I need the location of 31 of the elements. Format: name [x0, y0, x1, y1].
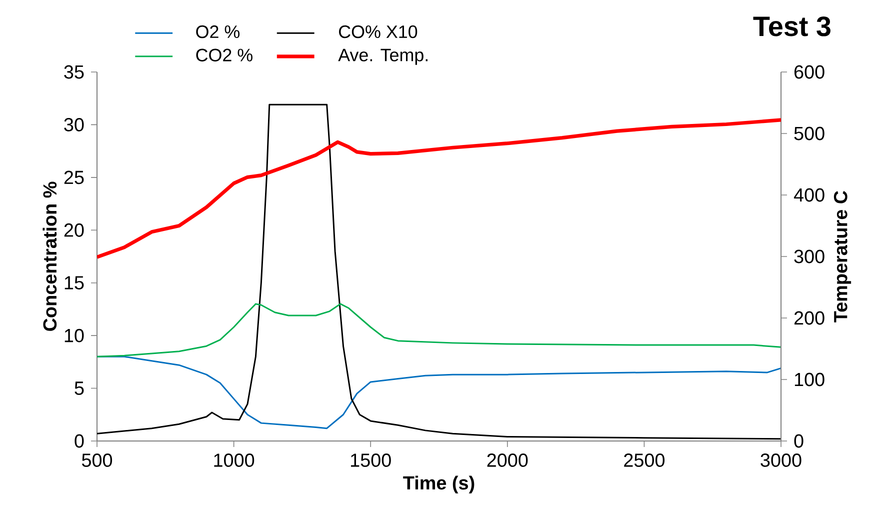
y-tick-label: 5: [74, 382, 84, 395]
x-axis-title: Time (s): [403, 476, 474, 494]
x-tick-label: 3000: [760, 453, 802, 467]
x-tick-label: 1500: [350, 453, 391, 467]
legend-label: CO% X10: [339, 25, 418, 38]
line-series: [97, 118, 782, 259]
legend-label: Ave. Temp.: [338, 48, 428, 65]
y-tick-label: 25: [64, 170, 84, 184]
y-tick-label: 15: [64, 276, 84, 290]
y2-tick-label: 400: [794, 188, 824, 202]
y2-tick-label: 500: [794, 126, 824, 140]
y-axis-title: Concentration %: [42, 182, 57, 331]
y-tick-label: 30: [64, 118, 84, 132]
y2-tick-label: 200: [794, 311, 824, 325]
y-tick-label: 35: [64, 65, 84, 79]
x-tick-label: 2000: [487, 453, 528, 467]
legend-label: CO2 %: [196, 48, 252, 62]
y2-tick-label: 0: [794, 434, 804, 448]
y2-tick-label: 100: [794, 372, 824, 386]
chart-title: Test 3: [753, 16, 830, 36]
y2-tick-label: 300: [794, 250, 824, 264]
y-tick-label: 0: [74, 434, 84, 448]
legend-label: O2 %: [196, 25, 240, 38]
x-tick-label: 1000: [214, 453, 254, 467]
x-tick-label: 500: [82, 453, 112, 467]
y-tick-label: 20: [64, 223, 84, 237]
y2-axis-title: Temperature C: [834, 190, 852, 322]
line-series: [97, 303, 782, 358]
y2-tick-label: 600: [794, 65, 824, 79]
y-tick-label: 10: [64, 328, 84, 342]
x-tick-label: 2500: [624, 453, 665, 467]
